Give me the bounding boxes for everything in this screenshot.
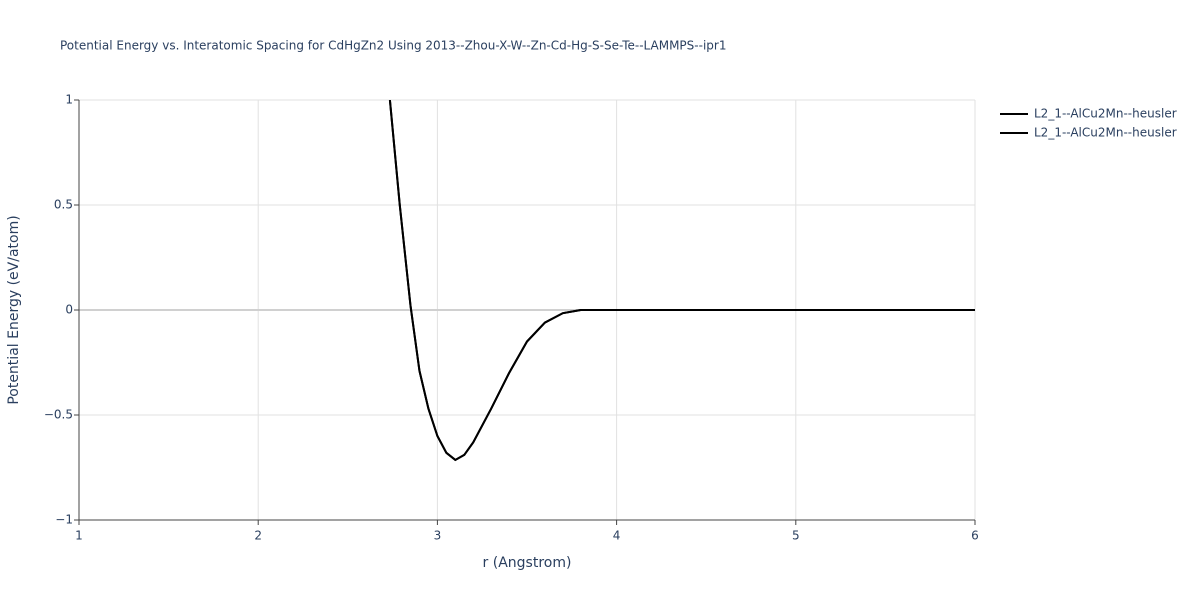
x-tick-label: 4: [613, 529, 621, 543]
y-tick-label: −1: [55, 513, 73, 527]
x-tick-label: 3: [434, 529, 442, 543]
y-tick-label: 1: [65, 93, 73, 107]
legend-label: L2_1--AlCu2Mn--heusler: [1034, 107, 1177, 121]
y-axis-label: Potential Energy (eV/atom): [6, 215, 22, 404]
y-tick-label: 0: [65, 303, 73, 317]
y-tick-label: −0.5: [44, 408, 73, 422]
line-series: [388, 100, 975, 462]
x-tick-label: 1: [75, 529, 83, 543]
x-axis-label: r (Angstrom): [483, 555, 572, 571]
x-tick-label: 6: [971, 529, 979, 543]
plot-area: [388, 100, 975, 462]
legend-label: L2_1--AlCu2Mn--heusler: [1034, 126, 1177, 140]
line-series: [388, 100, 975, 462]
chart-title: Potential Energy vs. Interatomic Spacing…: [60, 39, 726, 53]
x-tick-label: 5: [792, 529, 800, 543]
x-tick-label: 2: [254, 529, 262, 543]
y-tick-label: 0.5: [54, 198, 73, 212]
